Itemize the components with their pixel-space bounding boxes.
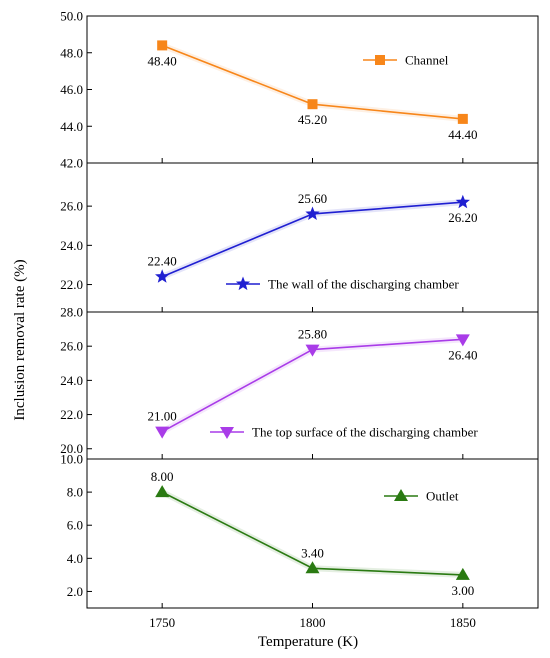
y-tick-label: 6.0 — [67, 518, 83, 533]
data-label: 26.20 — [448, 210, 477, 225]
legend-label: The wall of the discharging chamber — [268, 277, 459, 292]
data-point — [155, 426, 170, 439]
data-point — [155, 269, 170, 283]
y-tick-label: 20.0 — [60, 441, 83, 456]
data-point — [305, 206, 320, 221]
data-label: 3.40 — [301, 545, 324, 560]
chart-panels: 42.0 44.0 46.0 48.0 50.0 48.40 45.20 44.40 Chann… — [60, 9, 539, 630]
panel-3: 20.0 22.0 24.0 26.0 28.0 21.00 25.80 26.40 The t… — [60, 305, 539, 460]
data-label: 8.00 — [151, 469, 174, 484]
legend-marker — [375, 55, 385, 65]
y-tick-label: 24.0 — [60, 238, 83, 253]
panel-1: 42.0 44.0 46.0 48.0 50.0 48.40 45.20 44.40 Chann… — [60, 9, 539, 171]
y-tick-label: 8.0 — [67, 485, 83, 500]
legend-label: Channel — [405, 53, 449, 68]
data-point — [455, 334, 470, 347]
y-tick-label: 48.0 — [60, 45, 83, 60]
panel-2: 22.0 24.0 26.0 22.40 25.60 26.20 The wall of t… — [60, 162, 539, 313]
data-point — [455, 194, 470, 209]
y-tick-label: 4.0 — [67, 551, 83, 566]
y-tick-label: 22.0 — [60, 407, 83, 422]
data-label: 21.00 — [148, 409, 177, 424]
y-tick-label: 24.0 — [60, 373, 83, 388]
data-label: 45.20 — [298, 112, 327, 127]
y-tick-label: 10.0 — [60, 452, 83, 467]
legend-label: The top surface of the discharging chamb… — [252, 425, 478, 440]
x-axis-title: Temperature (K) — [258, 634, 358, 650]
data-point — [157, 40, 168, 51]
data-point — [155, 485, 170, 498]
y-tick-label: 26.0 — [60, 339, 83, 354]
legend-marker — [220, 427, 234, 439]
y-axis-title: Inclusion removal rate (%) — [12, 259, 28, 420]
x-tick-label: 1800 — [300, 615, 326, 630]
y-tick-label: 42.0 — [60, 156, 83, 171]
y-tick-label: 46.0 — [60, 82, 83, 97]
data-label: 3.00 — [451, 583, 474, 598]
data-point — [305, 344, 320, 357]
y-tick-label: 2.0 — [67, 584, 83, 599]
data-label: 22.40 — [148, 254, 177, 269]
y-tick-label: 44.0 — [60, 119, 83, 134]
data-point — [305, 561, 320, 574]
data-label: 48.40 — [148, 53, 177, 68]
x-tick-label: 1750 — [149, 615, 175, 630]
x-tick-label: 1850 — [450, 615, 476, 630]
y-tick-label: 26.0 — [60, 199, 83, 214]
y-tick-label: 28.0 — [60, 305, 83, 320]
legend-label: Outlet — [426, 489, 459, 504]
data-label: 25.80 — [298, 327, 327, 342]
panel-4: 2.0 4.0 6.0 8.0 10.0 8.00 3.40 3.00 Outlet — [60, 452, 539, 609]
data-point — [455, 567, 470, 580]
data-point — [307, 99, 318, 110]
y-tick-label: 22.0 — [60, 277, 83, 292]
data-label: 44.40 — [448, 127, 477, 142]
y-tick-label: 50.0 — [60, 9, 83, 24]
legend-marker — [235, 276, 251, 291]
data-point — [457, 113, 468, 124]
data-label: 26.40 — [448, 347, 477, 362]
legend-marker — [394, 489, 408, 501]
data-label: 25.60 — [298, 191, 327, 206]
